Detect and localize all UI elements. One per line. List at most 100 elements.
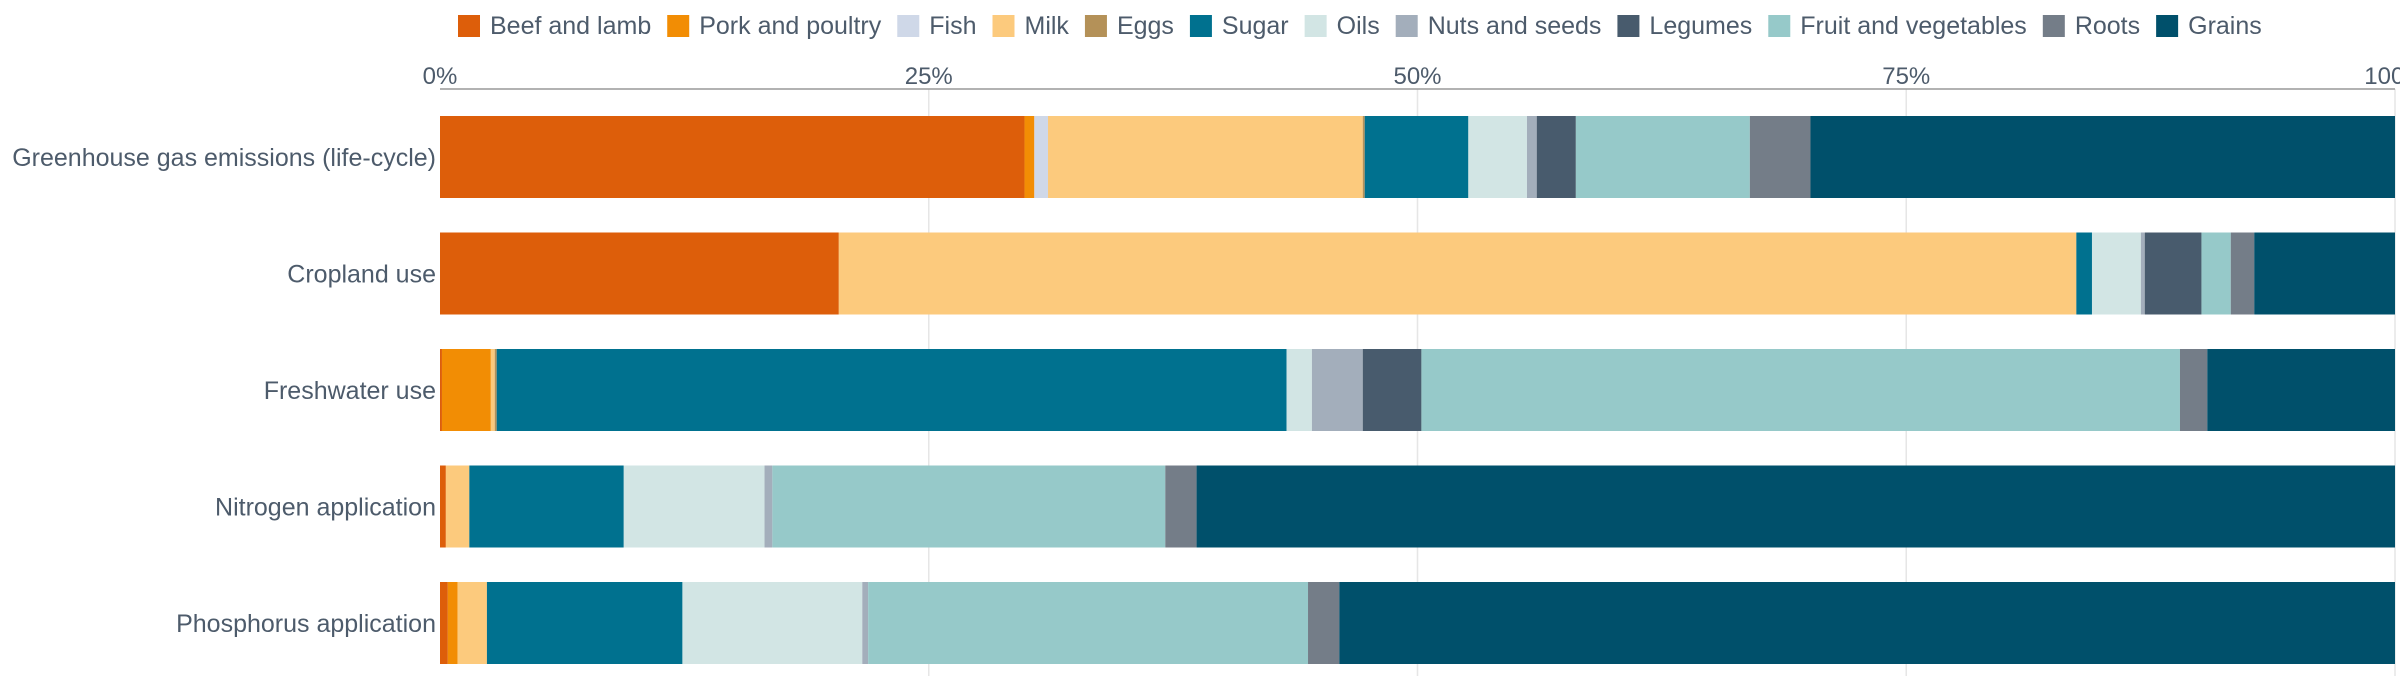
x-tick-label: 50% [1393, 63, 1441, 90]
legend-item-nuts-and-seeds: Nuts and seeds [1395, 12, 1602, 40]
legend-item-fruit-and-vegetables: Fruit and vegetables [1768, 12, 2027, 40]
legend-item-oils: Oils [1304, 12, 1380, 40]
bar-segment-oils [623, 465, 765, 548]
legend-swatch-roots [2042, 15, 2065, 37]
bar-segment-pork-and-poultry [441, 349, 491, 431]
legend-label: Legumes [1649, 12, 1752, 40]
bar-segment-fruit-and-vegetables [1421, 349, 2180, 431]
bar-segment-fish [1034, 116, 1049, 198]
bar-segment-sugar [496, 349, 1287, 431]
bar-segment-roots [1308, 582, 1340, 664]
bar-segment-oils [1468, 116, 1527, 198]
bar-segment-milk [838, 232, 2077, 315]
legend-swatch-legumes [1617, 15, 1640, 37]
bar-segment-fruit-and-vegetables [868, 582, 1309, 664]
bar-segment-grains [1196, 465, 2395, 548]
bar-segment-beef-and-lamb [440, 465, 446, 548]
y-category-label: Greenhouse gas emissions (life-cycle) [12, 144, 436, 172]
legend-label: Milk [1025, 12, 1070, 40]
bar-segment-beef-and-lamb [440, 116, 1025, 198]
bar-segment-oils [682, 582, 863, 664]
legend-label: Grains [2188, 12, 2262, 40]
legend-label: Sugar [1222, 12, 1289, 40]
bar-segment-eggs [1362, 116, 1365, 198]
bar-segment-milk [1048, 116, 1363, 198]
y-axis-labels: Greenhouse gas emissions (life-cycle) Cro… [12, 144, 436, 638]
y-category-label: Freshwater use [264, 377, 436, 405]
bar-segment-milk [445, 465, 470, 548]
legend-label: Nuts and seeds [1428, 12, 1602, 40]
bar-segment-fruit-and-vegetables [2201, 232, 2231, 315]
bar-row-greenhouse-gas-emissions-life-cycle [440, 116, 2395, 198]
bar-segment-beef-and-lamb [440, 582, 448, 664]
bar-row-freshwater-use [440, 349, 2395, 431]
bar-segment-grains [2254, 232, 2395, 315]
legend-swatch-fruit-and-vegetables [1768, 15, 1791, 37]
bar-segment-milk [490, 349, 495, 431]
bar-segment-nuts-and-seeds [1311, 349, 1363, 431]
bar-segment-eggs [494, 349, 497, 431]
bar-segment-nuts-and-seeds [1526, 116, 1537, 198]
legend-item-beef-and-lamb: Beef and lamb [458, 12, 651, 40]
bar-segment-legumes [2144, 232, 2202, 315]
bar-segment-oils [1286, 349, 1312, 431]
legend-item-fish: Fish [897, 12, 977, 40]
bar-segment-pork-and-poultry [1024, 116, 1035, 198]
x-tick-label: 0% [423, 63, 458, 90]
legend-swatch-beef-and-lamb [458, 15, 480, 37]
legend-swatch-sugar [1189, 15, 1212, 37]
legend-swatch-grains [2156, 15, 2179, 37]
legend-swatch-milk [992, 15, 1015, 37]
bars [440, 116, 2395, 664]
y-category-label: Phosphorus application [176, 610, 436, 638]
bar-segment-oils [2091, 232, 2141, 315]
x-tick-label: 100% [2364, 63, 2400, 90]
legend-item-grains: Grains [2156, 12, 2262, 40]
bar-segment-pork-and-poultry [447, 582, 458, 664]
bar-segment-roots [2230, 232, 2255, 315]
x-tick-label: 25% [905, 63, 953, 90]
legend-item-legumes: Legumes [1617, 12, 1752, 40]
bar-segment-roots [1165, 465, 1197, 548]
bar-segment-sugar [486, 582, 683, 664]
legend-item-eggs: Eggs [1084, 12, 1174, 40]
bar-segment-grains [1810, 116, 2395, 198]
bar-segment-roots [1749, 116, 1811, 198]
legend-label: Fruit and vegetables [1800, 12, 2027, 40]
bar-segment-beef-and-lamb [440, 232, 839, 315]
legend-swatch-pork-and-poultry [667, 15, 690, 37]
legend-item-sugar: Sugar [1189, 12, 1289, 40]
bar-segment-fruit-and-vegetables [1575, 116, 1750, 198]
bar-segment-nuts-and-seeds [2140, 232, 2145, 315]
bar-segment-sugar [1364, 116, 1469, 198]
legend-swatch-nuts-and-seeds [1395, 15, 1418, 37]
y-category-label: Cropland use [287, 261, 436, 289]
legend-label: Beef and lamb [490, 12, 651, 40]
legend-swatch-fish [897, 15, 920, 37]
legend-label: Oils [1337, 12, 1380, 40]
bar-row-nitrogen-application [440, 465, 2395, 548]
bar-segment-sugar [469, 465, 624, 548]
legend-item-milk: Milk [992, 12, 1070, 40]
legend-label: Roots [2075, 12, 2140, 40]
bar-segment-legumes [1536, 116, 1576, 198]
legend-item-roots: Roots [2042, 12, 2140, 40]
legend-label: Eggs [1117, 12, 1174, 40]
bar-segment-roots [2179, 349, 2208, 431]
bar-segment-grains [1339, 582, 2395, 664]
bar-segment-legumes [1362, 349, 1422, 431]
bar-segment-milk [457, 582, 487, 664]
x-axis: 0% 25% 50% 75% 100% [423, 63, 2400, 90]
legend-item-pork-and-poultry: Pork and poultry [667, 12, 882, 40]
legend: Beef and lamb Pork and poultry Fish Milk Egg… [458, 12, 2262, 40]
legend-swatch-eggs [1084, 15, 1107, 37]
bar-segment-fruit-and-vegetables [772, 465, 1166, 548]
bar-segment-grains [2207, 349, 2395, 431]
legend-swatch-oils [1304, 15, 1327, 37]
bar-row-phosphorus-application [440, 582, 2395, 664]
bar-segment-sugar [2076, 232, 2092, 315]
bar-segment-nuts-and-seeds [764, 465, 773, 548]
bar-row-cropland-use [440, 232, 2395, 315]
legend-label: Pork and poultry [699, 12, 882, 40]
